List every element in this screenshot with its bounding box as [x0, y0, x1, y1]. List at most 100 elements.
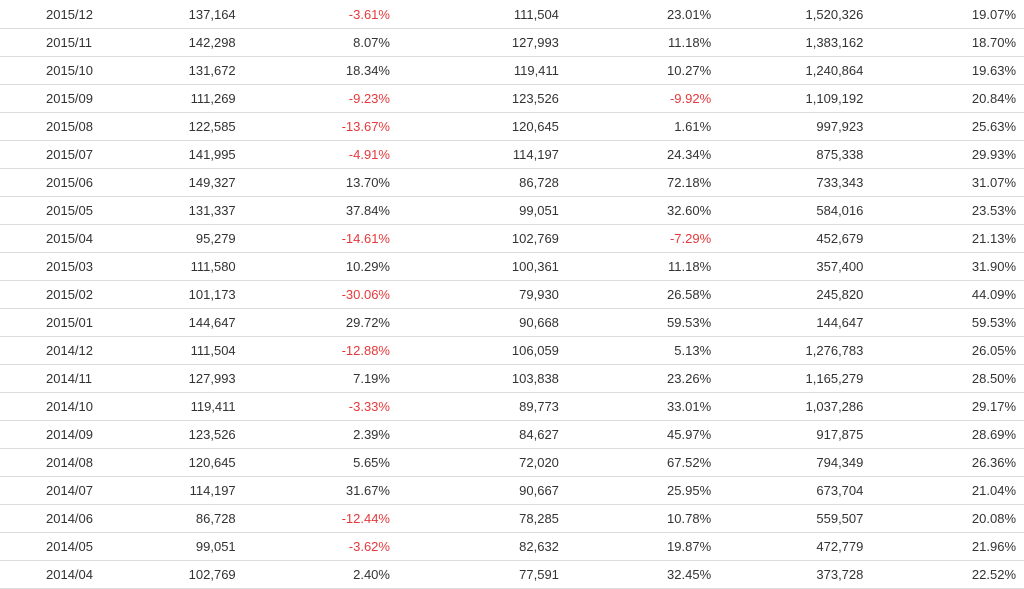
table-row: 2014/04 102,769 2.40% 77,591 32.45% 373,728 22…: [0, 560, 1024, 589]
month-cell: 2015/01: [0, 308, 99, 337]
change-cell: -30.06%: [235, 280, 390, 309]
month-cell: 2015/09: [0, 84, 99, 113]
table-row: 2014/09 123,526 2.39% 84,627 45.97% 917,875 28…: [0, 420, 1024, 449]
cumulative-share-cell: 31.90%: [863, 252, 1024, 281]
cumulative-cell: 245,820: [711, 280, 864, 309]
change-cell: 5.65%: [235, 448, 390, 477]
prior-value-cell: 100,361: [389, 252, 559, 281]
month-cell: 2015/04: [0, 224, 99, 253]
value-cell: 123,526: [98, 420, 236, 449]
table-row: 2015/01 144,647 29.72% 90,668 59.53% 144,647 5…: [0, 308, 1024, 337]
prior-change-cell: 25.95%: [558, 476, 712, 505]
change-cell: 2.40%: [235, 560, 390, 589]
prior-value-cell: 111,504: [389, 0, 559, 29]
change-cell: -3.62%: [235, 532, 390, 561]
change-cell: -3.61%: [235, 0, 390, 29]
change-cell: -12.44%: [235, 504, 390, 533]
cumulative-cell: 733,343: [711, 168, 864, 197]
month-cell: 2015/03: [0, 252, 99, 281]
month-cell: 2015/12: [0, 0, 99, 29]
cumulative-cell: 452,679: [711, 224, 864, 253]
prior-value-cell: 102,769: [389, 224, 559, 253]
prior-change-cell: 23.01%: [558, 0, 712, 29]
prior-change-cell: 24.34%: [558, 140, 712, 169]
cumulative-cell: 794,349: [711, 448, 864, 477]
cumulative-cell: 357,400: [711, 252, 864, 281]
value-cell: 111,580: [98, 252, 236, 281]
cumulative-share-cell: 29.17%: [863, 392, 1024, 421]
month-cell: 2015/02: [0, 280, 99, 309]
cumulative-cell: 472,779: [711, 532, 864, 561]
value-cell: 142,298: [98, 28, 236, 57]
prior-value-cell: 123,526: [389, 84, 559, 113]
value-cell: 122,585: [98, 112, 236, 141]
value-cell: 149,327: [98, 168, 236, 197]
month-cell: 2015/05: [0, 196, 99, 225]
cumulative-cell: 584,016: [711, 196, 864, 225]
prior-change-cell: 10.27%: [558, 56, 712, 85]
prior-change-cell: 67.52%: [558, 448, 712, 477]
change-cell: -14.61%: [235, 224, 390, 253]
prior-value-cell: 89,773: [389, 392, 559, 421]
table-row: 2015/12 137,164 -3.61% 111,504 23.01% 1,520,3…: [0, 0, 1024, 29]
prior-change-cell: 72.18%: [558, 168, 712, 197]
prior-change-cell: 45.97%: [558, 420, 712, 449]
value-cell: 131,337: [98, 196, 236, 225]
month-cell: 2014/08: [0, 448, 99, 477]
cumulative-share-cell: 21.96%: [863, 532, 1024, 561]
cumulative-cell: 997,923: [711, 112, 864, 141]
table-row: 2014/05 99,051 -3.62% 82,632 19.87% 472,779 21…: [0, 532, 1024, 561]
table-row: 2015/11 142,298 8.07% 127,993 11.18% 1,383,16…: [0, 28, 1024, 57]
value-cell: 111,269: [98, 84, 236, 113]
cumulative-share-cell: 22.52%: [863, 560, 1024, 589]
value-cell: 99,051: [98, 532, 236, 561]
cumulative-cell: 1,383,162: [711, 28, 864, 57]
cumulative-share-cell: 59.53%: [863, 308, 1024, 337]
prior-value-cell: 84,627: [389, 420, 559, 449]
prior-change-cell: 1.61%: [558, 112, 712, 141]
prior-value-cell: 77,591: [389, 560, 559, 589]
month-cell: 2014/09: [0, 420, 99, 449]
table-row: 2015/05 131,337 37.84% 99,051 32.60% 584,016 2…: [0, 196, 1024, 225]
table-row: 2014/08 120,645 5.65% 72,020 67.52% 794,349 26…: [0, 448, 1024, 477]
prior-value-cell: 78,285: [389, 504, 559, 533]
month-cell: 2015/10: [0, 56, 99, 85]
change-cell: 18.34%: [235, 56, 390, 85]
cumulative-cell: 1,276,783: [711, 336, 864, 365]
cumulative-cell: 144,647: [711, 308, 864, 337]
cumulative-cell: 673,704: [711, 476, 864, 505]
value-cell: 86,728: [98, 504, 236, 533]
prior-value-cell: 103,838: [389, 364, 559, 393]
cumulative-share-cell: 19.63%: [863, 56, 1024, 85]
change-cell: -12.88%: [235, 336, 390, 365]
value-cell: 127,993: [98, 364, 236, 393]
cumulative-share-cell: 23.53%: [863, 196, 1024, 225]
prior-value-cell: 90,668: [389, 308, 559, 337]
change-cell: 31.67%: [235, 476, 390, 505]
prior-change-cell: -7.29%: [558, 224, 712, 253]
cumulative-share-cell: 20.84%: [863, 84, 1024, 113]
change-cell: 8.07%: [235, 28, 390, 57]
cumulative-cell: 875,338: [711, 140, 864, 169]
cumulative-cell: 1,165,279: [711, 364, 864, 393]
value-cell: 111,504: [98, 336, 236, 365]
prior-change-cell: 32.45%: [558, 560, 712, 589]
prior-value-cell: 120,645: [389, 112, 559, 141]
prior-change-cell: 19.87%: [558, 532, 712, 561]
prior-value-cell: 90,667: [389, 476, 559, 505]
table-row: 2015/03 111,580 10.29% 100,361 11.18% 357,400…: [0, 252, 1024, 281]
cumulative-cell: 373,728: [711, 560, 864, 589]
cumulative-share-cell: 18.70%: [863, 28, 1024, 57]
cumulative-share-cell: 44.09%: [863, 280, 1024, 309]
prior-change-cell: 11.18%: [558, 28, 712, 57]
prior-change-cell: 5.13%: [558, 336, 712, 365]
table-row: 2014/06 86,728 -12.44% 78,285 10.78% 559,507 2…: [0, 504, 1024, 533]
change-cell: -4.91%: [235, 140, 390, 169]
cumulative-cell: 1,037,286: [711, 392, 864, 421]
cumulative-share-cell: 21.04%: [863, 476, 1024, 505]
prior-value-cell: 72,020: [389, 448, 559, 477]
month-cell: 2014/05: [0, 532, 99, 561]
cumulative-share-cell: 26.36%: [863, 448, 1024, 477]
